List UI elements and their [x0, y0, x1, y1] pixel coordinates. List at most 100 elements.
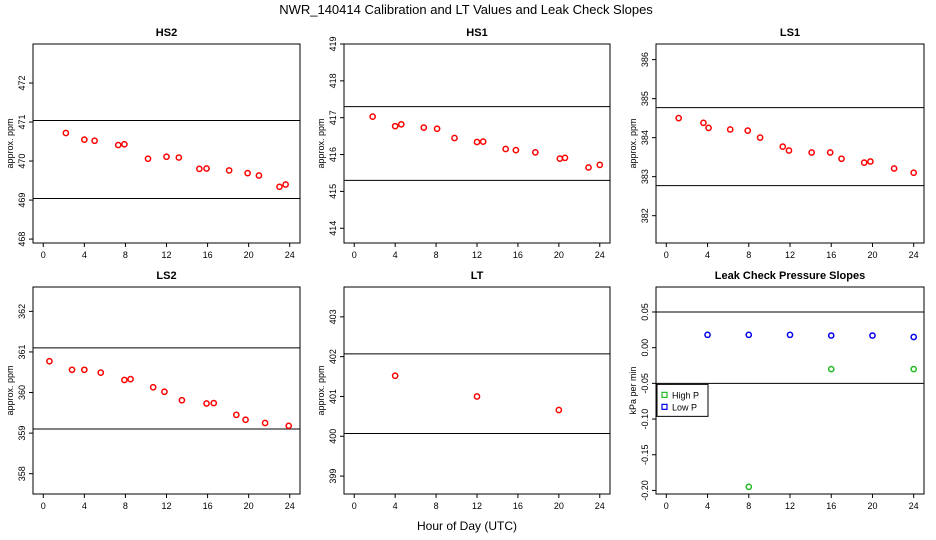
x-tick-label: 12 — [161, 501, 171, 511]
x-tick-label: 24 — [909, 501, 919, 511]
data-point — [596, 161, 604, 169]
x-tick-label: 20 — [867, 501, 877, 511]
data-point — [127, 375, 134, 383]
y-tick-label: 383 — [640, 169, 650, 184]
data-point — [705, 124, 712, 132]
x-tick-label: 24 — [595, 250, 605, 260]
data-point — [779, 143, 787, 150]
data-point — [255, 172, 263, 179]
data-point — [700, 119, 707, 127]
y-tick-label: 359 — [17, 426, 27, 441]
data-point — [285, 422, 293, 430]
figure-title: NWR_140414 Calibration and LT Values and… — [279, 2, 653, 17]
data-point — [756, 134, 764, 141]
data-point — [391, 372, 399, 380]
data-point — [397, 120, 405, 128]
x-tick-label: 0 — [352, 250, 357, 260]
legend-swatch — [661, 391, 668, 398]
data-point — [80, 136, 88, 143]
data-point — [512, 146, 520, 154]
data-point — [80, 366, 88, 374]
data-point — [163, 153, 170, 161]
data-point — [745, 331, 753, 339]
data-point — [391, 122, 399, 130]
x-tick-label: 24 — [285, 501, 295, 511]
data-point — [910, 333, 918, 341]
legend-swatch — [661, 403, 668, 410]
y-tick-label: 414 — [328, 221, 338, 236]
x-tick-label: 4 — [705, 250, 710, 260]
y-tick-label: 0.05 — [640, 303, 650, 321]
x-tick-label: 16 — [826, 501, 836, 511]
x-tick-label: 20 — [554, 250, 564, 260]
data-point — [726, 126, 734, 133]
data-point — [867, 158, 874, 165]
x-tick-label: 8 — [746, 250, 751, 260]
x-tick-label: 4 — [82, 250, 87, 260]
x-tick-label: 4 — [705, 501, 710, 511]
data-point — [225, 167, 233, 174]
data-point — [910, 365, 918, 373]
data-point — [62, 129, 70, 137]
x-tick-label: 4 — [82, 501, 87, 511]
plot-frame — [343, 286, 611, 495]
panel-2: LS1 0 4 8 12 16 20 24 382 383 384 385 386 approx. ppm — [628, 27, 925, 260]
data-point — [97, 369, 105, 376]
data-point — [210, 399, 218, 407]
x-tick-label: 16 — [203, 250, 213, 260]
x-tick-label: 0 — [41, 250, 46, 260]
data-point — [121, 376, 128, 384]
y-axis-label: approx. ppm — [316, 365, 326, 415]
panel-1: HS1 0 4 8 12 16 20 24 414 415 416 417 418 419 approx. … — [316, 27, 611, 260]
data-point — [561, 154, 569, 162]
data-point — [473, 138, 481, 146]
data-point — [242, 416, 249, 424]
x-tick-label: 16 — [513, 501, 523, 511]
legend-label: High P — [672, 390, 699, 400]
x-tick-label: 16 — [826, 250, 836, 260]
y-tick-label: -0.15 — [640, 444, 650, 465]
y-tick-label: 399 — [328, 469, 338, 484]
plot-frame — [655, 43, 925, 244]
y-tick-label: 384 — [640, 130, 650, 145]
y-tick-label: 386 — [640, 52, 650, 67]
data-point — [675, 114, 683, 122]
y-tick-label: 403 — [328, 309, 338, 324]
data-point — [744, 127, 752, 134]
x-tick-label: 12 — [472, 501, 482, 511]
x-tick-label: 8 — [123, 250, 128, 260]
y-tick-label: 401 — [328, 389, 338, 404]
x-tick-label: 20 — [244, 250, 254, 260]
x-tick-label: 12 — [785, 501, 795, 511]
panel-title: LS2 — [156, 270, 176, 282]
data-point — [910, 169, 918, 177]
y-tick-label: 470 — [17, 154, 27, 169]
y-axis-label: kPa per min — [628, 366, 638, 414]
data-point — [473, 393, 481, 400]
data-point — [838, 155, 845, 163]
panel-title: HS2 — [156, 27, 177, 39]
panel-title: LT — [471, 270, 484, 282]
data-point — [704, 331, 711, 339]
legend: High P Low P — [656, 383, 709, 417]
data-point — [175, 154, 183, 161]
x-tick-label: 8 — [746, 501, 751, 511]
panel-0: HS2 0 4 8 12 16 20 24 468 469 470 471 472 approx. ppm — [5, 27, 301, 260]
panel-3: LS2 0 4 8 12 16 20 24 358 359 360 361 362 approx. ppm — [5, 270, 301, 511]
x-tick-label: 0 — [352, 501, 357, 511]
x-tick-label: 8 — [434, 501, 439, 511]
x-axis-label: Hour of Day (UTC) — [417, 519, 517, 533]
x-tick-label: 12 — [785, 250, 795, 260]
data-point — [232, 411, 240, 419]
data-point — [827, 365, 835, 373]
data-point — [114, 141, 122, 149]
y-tick-label: 472 — [17, 76, 27, 91]
data-point — [826, 149, 834, 156]
data-point — [203, 165, 210, 172]
x-tick-label: 12 — [472, 250, 482, 260]
data-point — [369, 113, 376, 120]
data-point — [451, 134, 458, 142]
data-point — [276, 183, 283, 191]
y-tick-label: 402 — [328, 349, 338, 364]
y-tick-label: 417 — [328, 110, 338, 125]
